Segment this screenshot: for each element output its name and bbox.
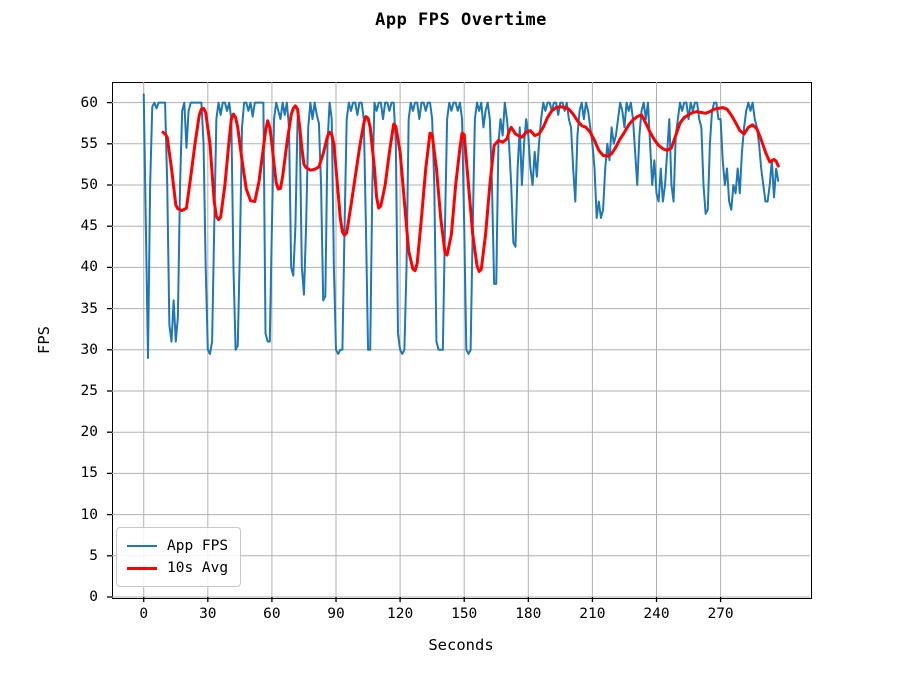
x-tick-label: 60 [263, 606, 281, 622]
y-tick-label: 45 [80, 218, 98, 235]
series-line-10s-avg [161, 104, 780, 273]
x-tick-label: 90 [327, 606, 345, 622]
x-tick-label: 120 [386, 606, 414, 622]
y-tick-label: 55 [80, 135, 98, 152]
y-tick-label: 60 [80, 94, 98, 111]
legend-entry-app-fps: App FPS [127, 535, 228, 557]
plot-canvas [106, 81, 810, 602]
x-tick-label: 30 [199, 606, 217, 622]
legend-label: 10s Avg [167, 560, 229, 576]
legend-line-swatch-blue [127, 545, 157, 547]
y-tick-label: 20 [80, 424, 98, 441]
y-tick-label: 25 [80, 383, 98, 399]
y-tick-label: 0 [89, 589, 98, 605]
y-tick-label: 35 [80, 300, 98, 317]
legend: App FPS 10s Avg [116, 527, 242, 587]
y-tick-label: 15 [80, 465, 98, 482]
x-tick-label: 240 [643, 606, 670, 622]
series-line-app-fps [142, 92, 779, 359]
x-tick-label: 270 [707, 606, 734, 622]
legend-line-swatch-red [127, 566, 157, 570]
y-tick-label: 10 [80, 506, 98, 523]
y-tick-label: 50 [80, 177, 98, 193]
plot-area [106, 81, 812, 602]
x-tick-label: 150 [451, 606, 478, 622]
y-tick-label: 5 [89, 547, 98, 564]
legend-entry-10s-avg: 10s Avg [127, 557, 228, 579]
x-tick-label: 210 [579, 606, 606, 622]
x-tick-label: 0 [139, 606, 149, 622]
legend-label: App FPS [167, 538, 229, 554]
y-tick-label: 30 [80, 341, 98, 358]
x-axis-label: Seconds [428, 636, 494, 654]
x-tick-label: 180 [515, 606, 542, 622]
y-tick-label: 40 [80, 259, 98, 276]
chart-title: App FPS Overtime [375, 10, 547, 30]
